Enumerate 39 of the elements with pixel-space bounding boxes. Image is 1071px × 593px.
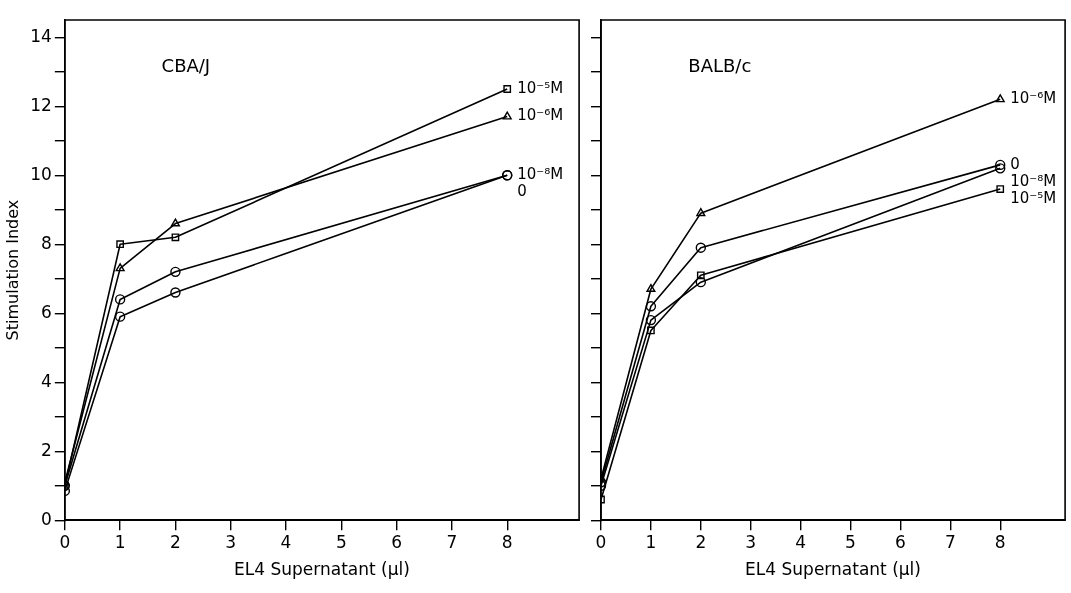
x-tick-label: 8 — [994, 531, 1006, 552]
y-axis-title: Stimulation Index — [2, 199, 22, 341]
x-tick-label: 4 — [795, 531, 807, 552]
series-label: 0 — [517, 182, 527, 201]
y-tick-label: 8 — [41, 232, 52, 253]
x-tick-label: 8 — [501, 531, 513, 552]
x-tick-label: 1 — [645, 531, 657, 552]
y-tick-label: 0 — [41, 508, 52, 529]
x-tick-label: 2 — [170, 531, 181, 552]
y-tick-label: 14 — [30, 25, 52, 46]
series-label: 10⁻⁸M — [517, 165, 564, 184]
series-label: 10⁻⁶M — [1010, 89, 1057, 108]
y-tick-label: 6 — [41, 301, 52, 322]
x-axis-title: EL4 Supernatant (μl) — [234, 559, 410, 580]
x-tick-label: 1 — [114, 531, 126, 552]
series-label: 0 — [1010, 154, 1020, 173]
y-tick-label: 4 — [41, 370, 52, 391]
x-tick-label: 3 — [225, 531, 237, 552]
x-tick-label: 5 — [845, 531, 856, 552]
series-label: 10⁻⁸M — [1010, 171, 1057, 190]
x-tick-label: 6 — [895, 531, 906, 552]
x-tick-label: 2 — [695, 531, 707, 552]
x-tick-label: 0 — [59, 531, 71, 552]
x-tick-label: 6 — [391, 531, 403, 552]
y-tick-label: 12 — [30, 94, 52, 115]
x-tick-label: 5 — [335, 531, 347, 552]
x-tick-label: 3 — [745, 531, 757, 552]
text: BALB/c — [688, 55, 752, 76]
text: CBA/J — [161, 55, 211, 76]
series-label: 10⁻⁵M — [1010, 188, 1057, 207]
x-tick-label: 7 — [446, 531, 458, 552]
x-axis-title: EL4 Supernatant (μl) — [745, 559, 921, 580]
y-tick-label: 2 — [41, 439, 52, 460]
x-tick-label: 0 — [595, 531, 607, 552]
series-label: 10⁻⁶M — [517, 106, 564, 125]
y-tick-label: 10 — [30, 163, 52, 184]
series-label: 10⁻⁵M — [517, 78, 564, 97]
x-tick-label: 4 — [280, 531, 292, 552]
x-tick-label: 7 — [944, 531, 956, 552]
